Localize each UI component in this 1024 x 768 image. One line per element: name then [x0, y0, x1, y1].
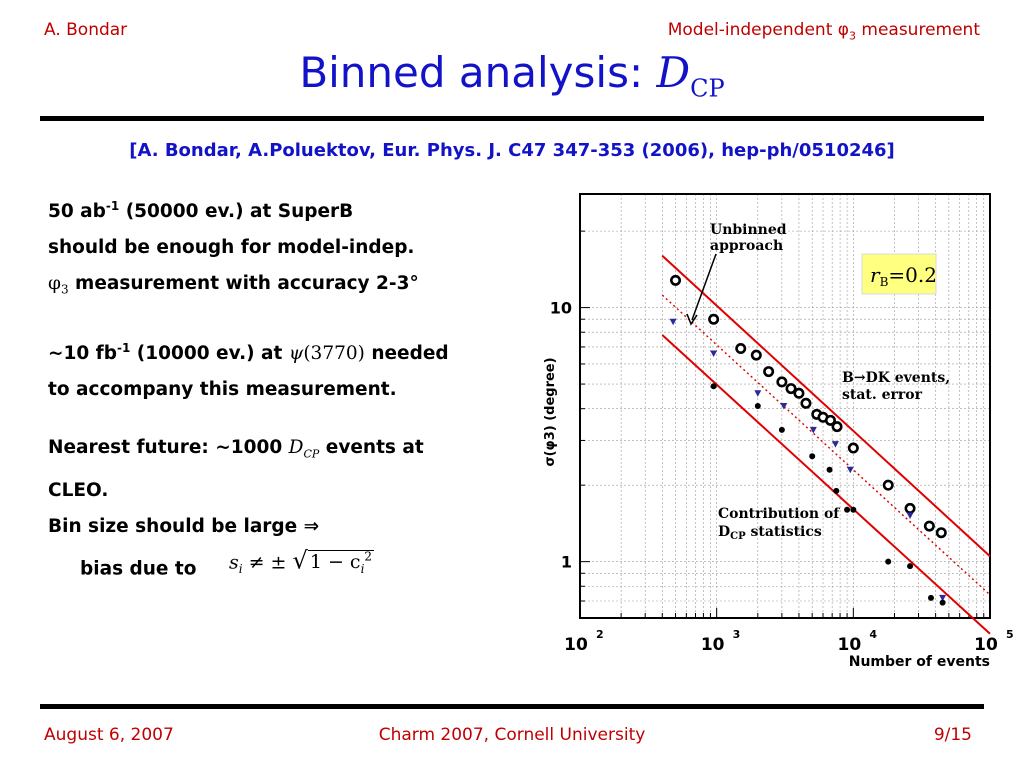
sigma-vs-events-chart: 10 2 10 3 10 4 10 5 1 10 Unbinned approach B→DK e… — [544, 193, 1014, 670]
annotation-arrowhead — [686, 313, 698, 326]
x-tick-exponent: 4 — [869, 628, 877, 641]
point-triangle — [939, 594, 947, 602]
x-tick-label: 10 — [564, 635, 588, 655]
point-triangle — [831, 441, 839, 448]
axis-ticks: 10 2 10 3 10 4 10 5 1 10 — [550, 230, 1014, 655]
data-points — [669, 274, 947, 606]
annotation-arrow — [691, 253, 717, 321]
point-triangle — [809, 426, 817, 434]
point-triangle — [780, 402, 788, 410]
point-dot — [885, 558, 892, 565]
point-open-circle — [708, 313, 720, 325]
bullet-4: Bin size should be large ⇒ — [48, 515, 320, 537]
x-axis-label: Number of events — [849, 654, 990, 670]
bullet-1-line-2: should be enough for model-indep. — [48, 237, 415, 259]
y-tick-label: 1 — [561, 553, 572, 572]
point-open-circle — [824, 414, 836, 426]
annotation-contrib-2: DCP statistics — [718, 524, 822, 542]
point-triangle — [669, 318, 677, 326]
point-open-circle — [785, 383, 797, 395]
point-open-circle — [923, 520, 935, 532]
annotation-contrib-1: Contribution of — [718, 506, 840, 522]
point-dot — [778, 426, 785, 433]
annotation-bdk-1: B→DK events, — [842, 370, 950, 386]
title-text: Binned analysis: — [299, 48, 657, 97]
bullet-4-line-2: bias due to si ≠ ± √ 1 − ci2 — [48, 545, 548, 593]
plot-frame — [579, 193, 991, 619]
point-triangle — [846, 466, 854, 474]
bullet-3-line-2: CLEO. — [48, 479, 109, 501]
bullet-3: Nearest future: ~1000 DCP events at — [48, 437, 424, 461]
title-divider — [40, 116, 984, 121]
x-tick-label: 10 — [837, 635, 861, 655]
point-dot — [907, 563, 914, 570]
point-open-circle — [793, 387, 805, 399]
fit-line-2 — [661, 294, 991, 596]
header-author: A. Bondar — [44, 20, 128, 40]
bias-formula: si ≠ ± √ 1 − ci2 — [228, 546, 375, 576]
annotation-bdk-2: stat. error — [842, 387, 923, 403]
fit-lines — [661, 255, 991, 635]
footer-divider — [40, 704, 984, 709]
x-tick-label: 10 — [974, 635, 998, 655]
x-tick-label: 10 — [701, 635, 725, 655]
rb-label-box: rB=0.2 — [861, 253, 937, 295]
point-dot — [826, 466, 833, 473]
header-talk-title: Model-independent φ3 measurement — [668, 20, 980, 42]
point-triangle — [754, 390, 762, 397]
x-tick-exponent: 2 — [596, 628, 604, 641]
point-dot — [710, 383, 717, 390]
annotation-unbinned-2: approach — [710, 238, 783, 254]
point-open-circle — [882, 479, 894, 491]
point-open-circle — [735, 343, 747, 355]
y-tick-label: 10 — [550, 299, 572, 318]
footer-event: Charm 2007, Cornell University — [378, 725, 646, 745]
point-triangle — [710, 350, 718, 357]
title-dcp-symbol: DCP — [656, 48, 725, 103]
point-dot — [754, 402, 761, 409]
point-triangle — [906, 512, 914, 519]
point-open-circle — [750, 349, 762, 361]
talk-title-text: Model-independent φ3 measurement — [667, 20, 980, 43]
point-open-circle — [763, 366, 775, 378]
bullet-1-line-3: φ3 measurement with accuracy 2-3° — [48, 273, 419, 297]
reference-citation: [A. Bondar, A.Poluektov, Eur. Phys. J. C… — [129, 140, 895, 161]
point-dot — [809, 453, 816, 460]
point-open-circle — [776, 376, 788, 388]
fit-line-3 — [661, 334, 991, 635]
point-dot — [939, 599, 946, 606]
point-open-circle — [831, 421, 843, 433]
slide-body: 50 ab-1 (50000 ev.) at SuperB should be … — [48, 188, 548, 593]
slide-title: Binned analysis: DCP — [0, 48, 1024, 102]
footer-date: August 6, 2007 — [44, 725, 174, 745]
point-dot — [833, 487, 840, 494]
point-dot — [844, 506, 851, 513]
point-open-circle — [847, 442, 859, 454]
annotations: Unbinned approach B→DK events, stat. err… — [686, 222, 950, 542]
point-open-circle — [935, 527, 947, 539]
point-open-circle — [670, 274, 682, 286]
x-tick-exponent: 3 — [733, 628, 741, 641]
chart-grid — [579, 194, 991, 619]
svg-text:rB=0.2: rB=0.2 — [870, 263, 937, 289]
x-tick-exponent: 5 — [1006, 628, 1014, 641]
point-dot — [850, 506, 857, 513]
point-open-circle — [904, 502, 916, 514]
footer-page-number: 9/15 — [933, 725, 972, 745]
bullet-2-line-2: to accompany this measurement. — [48, 379, 397, 400]
fit-line-1 — [661, 255, 991, 557]
y-axis-label: σ(φ3) (degree) — [544, 357, 558, 466]
point-dot — [927, 594, 934, 601]
point-open-circle — [800, 397, 812, 409]
bullet-2: ~10 fb-1 (10000 ev.) at ψ(3770) needed — [48, 340, 449, 364]
bullet-1: 50 ab-1 (50000 ev.) at SuperB — [48, 199, 354, 223]
annotation-unbinned-1: Unbinned — [710, 222, 787, 238]
